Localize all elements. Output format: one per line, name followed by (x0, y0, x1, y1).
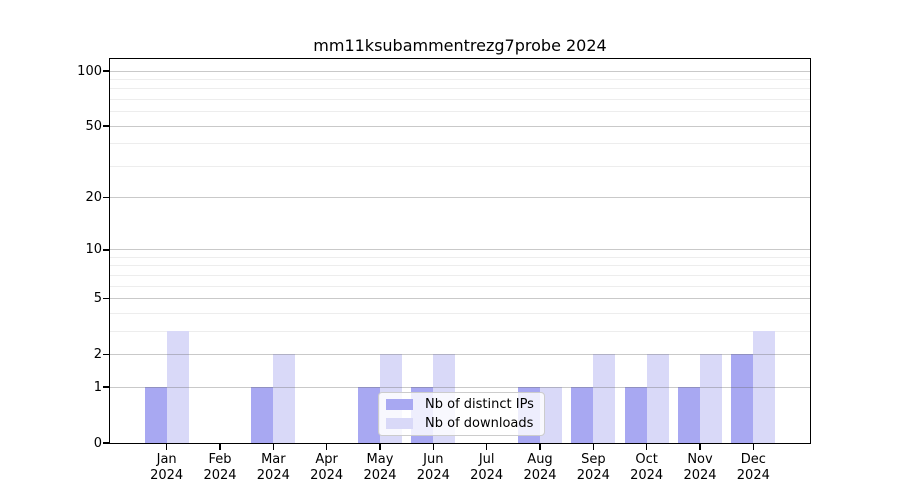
x-tick-label: Nov 2024 (683, 452, 717, 483)
gridline-major (110, 70, 810, 72)
x-tick-mark (219, 444, 221, 450)
bar (593, 354, 616, 443)
gridline-minor (110, 165, 810, 167)
bar (273, 354, 296, 443)
legend-label-distinct-ips: Nb of distinct IPs (425, 397, 534, 412)
x-tick-label: Aug 2024 (523, 452, 557, 483)
x-tick-label: Dec 2024 (736, 452, 770, 483)
gridline-minor (110, 143, 810, 145)
legend-swatch-downloads (386, 418, 413, 429)
y-tick-mark (103, 196, 109, 199)
y-tick-mark (103, 386, 109, 388)
y-tick-label: 20 (85, 190, 102, 206)
bar (624, 387, 647, 443)
gridline-minor (110, 256, 810, 258)
x-tick-label: Jul 2024 (470, 452, 504, 483)
y-tick-mark (103, 248, 109, 251)
x-tick-mark (645, 444, 648, 450)
x-tick-label: Apr 2024 (310, 452, 344, 483)
x-tick-label: Jun 2024 (416, 452, 450, 483)
gridline-minor (110, 330, 810, 332)
bar (144, 387, 167, 443)
bar (540, 387, 562, 443)
x-tick-mark (592, 444, 595, 450)
x-tick-label: Jan 2024 (150, 452, 184, 483)
legend-entry-downloads: Nb of downloads (386, 416, 544, 431)
bar (678, 387, 700, 443)
chart-title: mm11ksubammentrezg7probe 2024 (313, 36, 607, 55)
y-tick-label: 50 (85, 118, 102, 134)
gridline-major (110, 386, 810, 388)
y-tick-mark (103, 125, 109, 127)
gridline-minor (110, 88, 810, 90)
y-tick-label: 0 (93, 435, 102, 451)
gridline-minor (110, 285, 810, 287)
legend: Nb of distinct IPs Nb of downloads (378, 392, 545, 436)
x-tick-mark (699, 444, 701, 450)
bar (251, 387, 274, 443)
x-tick-mark (379, 444, 381, 450)
gridline-minor (110, 274, 810, 276)
gridline-minor (110, 111, 810, 113)
y-tick-mark (103, 442, 109, 444)
x-tick-mark (752, 444, 755, 450)
x-tick-label: Oct 2024 (630, 452, 664, 483)
x-tick-mark (325, 444, 328, 450)
bar (571, 387, 594, 443)
gridline-major (110, 353, 810, 355)
x-tick-label: Sep 2024 (576, 452, 610, 483)
y-tick-mark (103, 297, 109, 300)
gridline-minor (110, 265, 810, 267)
x-tick-mark (432, 444, 435, 450)
x-tick-label: May 2024 (363, 452, 397, 483)
gridline-major (110, 298, 810, 300)
y-tick-mark (103, 353, 109, 356)
bar (358, 387, 380, 443)
gridline-major (110, 197, 810, 199)
legend-swatch-distinct-ips (386, 399, 413, 410)
y-tick-label: 100 (77, 63, 102, 79)
x-tick-mark (165, 444, 168, 450)
y-tick-label: 1 (93, 379, 102, 395)
gridline-minor (110, 312, 810, 314)
gridline-minor (110, 78, 810, 80)
x-tick-mark (539, 444, 541, 450)
bar (753, 331, 776, 443)
bar (731, 354, 754, 443)
y-tick-mark (103, 70, 109, 72)
bar (646, 354, 669, 443)
bar (166, 331, 189, 443)
x-tick-mark (485, 444, 488, 450)
x-tick-label: Mar 2024 (256, 452, 290, 483)
legend-entry-distinct-ips: Nb of distinct IPs (386, 397, 544, 412)
x-tick-mark (272, 444, 275, 450)
gridline-minor (110, 98, 810, 100)
x-tick-label: Feb 2024 (203, 452, 237, 483)
gridline-major (110, 249, 810, 251)
y-tick-label: 2 (93, 346, 102, 362)
bar (700, 354, 722, 443)
gridline-major (110, 125, 810, 127)
y-tick-label: 5 (93, 291, 102, 307)
legend-label-downloads: Nb of downloads (425, 416, 534, 431)
y-tick-label: 10 (85, 242, 102, 258)
